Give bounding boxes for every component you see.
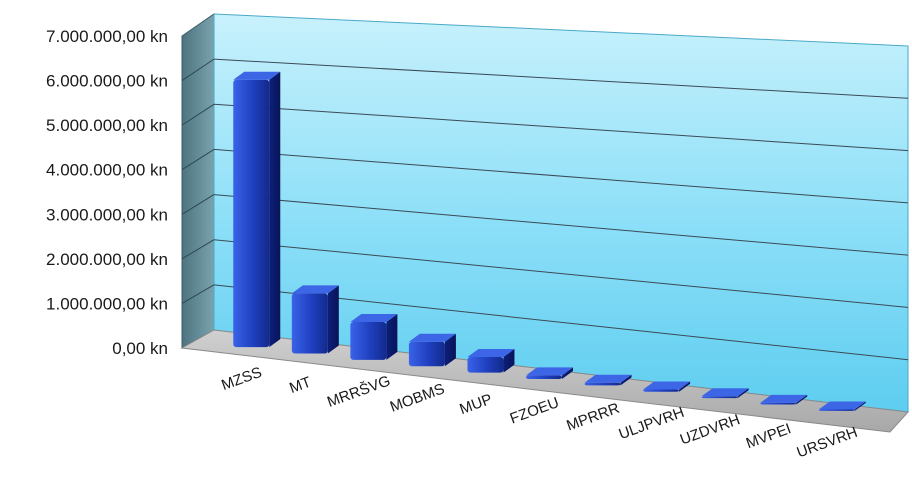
bar-front: [701, 396, 738, 399]
bar-top: [291, 285, 339, 294]
gridline: [181, 103, 215, 126]
x-tick-label: MOBMS: [388, 380, 447, 415]
y-tick-label: 2.000.000,00 kn: [46, 250, 168, 269]
x-tick-label: UZDVRH: [678, 411, 743, 448]
gridline: [181, 194, 215, 215]
gridline: [181, 58, 215, 81]
bar-top: [701, 388, 749, 397]
gridlines: [181, 58, 909, 361]
bar-top: [584, 374, 632, 383]
bar-top: [467, 349, 515, 358]
x-tick-label: MUP: [457, 391, 494, 418]
bar: [291, 285, 339, 354]
bar-side: [327, 285, 339, 354]
bar-side: [679, 381, 691, 392]
bar-front: [350, 322, 387, 360]
gridline: [181, 149, 215, 171]
x-tick-label: MPRRR: [564, 400, 622, 435]
bar-front: [643, 389, 680, 392]
bar-top: [350, 314, 398, 323]
bar-top: [818, 401, 866, 410]
bar-front: [467, 357, 504, 373]
bar-front: [760, 402, 797, 405]
bar: [467, 349, 515, 373]
bar-top: [760, 394, 808, 403]
x-tick-label: MT: [287, 374, 313, 397]
bars: [233, 71, 866, 411]
gridline: [213, 58, 909, 99]
bar-front: [408, 341, 445, 367]
bar: [408, 333, 456, 367]
gridline: [213, 239, 909, 308]
bar-side: [562, 367, 573, 379]
bar-side: [620, 374, 632, 386]
bar-side: [737, 388, 749, 399]
bar: [233, 71, 281, 348]
y-tick-label: 6.000.000,00 kn: [46, 72, 168, 91]
bar: [643, 381, 691, 392]
gridline: [181, 284, 215, 304]
bar-side: [386, 314, 398, 360]
bar-top: [643, 381, 691, 390]
bar-side: [444, 333, 456, 367]
x-tick-label: MVPEI: [744, 420, 794, 452]
bar-top: [233, 71, 281, 80]
y-tick-label: 1.000.000,00 kn: [46, 294, 168, 313]
bar-side: [796, 394, 808, 405]
bar-top: [526, 367, 573, 376]
y-axis-ticks: 0,00 kn 1.000.000,00 kn 2.000.000,00 kn 3.0…: [46, 27, 168, 358]
bar: [701, 388, 749, 399]
gridline: [181, 239, 215, 260]
bar-side: [854, 401, 866, 411]
y-tick-label: 4.000.000,00 kn: [46, 161, 168, 180]
x-tick-label: FZOEU: [508, 394, 562, 427]
bar-side: [503, 349, 515, 373]
bar: [818, 401, 866, 411]
bar-front: [584, 382, 621, 386]
bar-front: [526, 375, 562, 379]
bar-front: [291, 293, 328, 354]
bar-front: [818, 409, 855, 411]
bar: [584, 374, 632, 386]
bar: [526, 367, 573, 379]
x-tick-label: URSVRH: [795, 424, 860, 462]
bar-front: [233, 79, 270, 348]
x-tick-label: MRRŠVG: [325, 372, 393, 410]
y-tick-label: 7.000.000,00 kn: [46, 27, 168, 46]
gridline: [213, 148, 909, 204]
gridline: [213, 103, 909, 152]
x-tick-label: ULJPVRH: [617, 404, 687, 443]
y-tick-label: 5.000.000,00 kn: [46, 116, 168, 135]
x-tick-label: MZSS: [219, 364, 264, 394]
bar-top: [408, 333, 456, 342]
y-tick-label: 3.000.000,00 kn: [46, 205, 168, 224]
y-tick-label: 0,00 kn: [112, 339, 168, 358]
bar: [350, 314, 398, 360]
gridline: [213, 194, 909, 256]
bar: [760, 394, 808, 405]
bar-side: [269, 71, 281, 348]
side-wall: [181, 13, 215, 349]
